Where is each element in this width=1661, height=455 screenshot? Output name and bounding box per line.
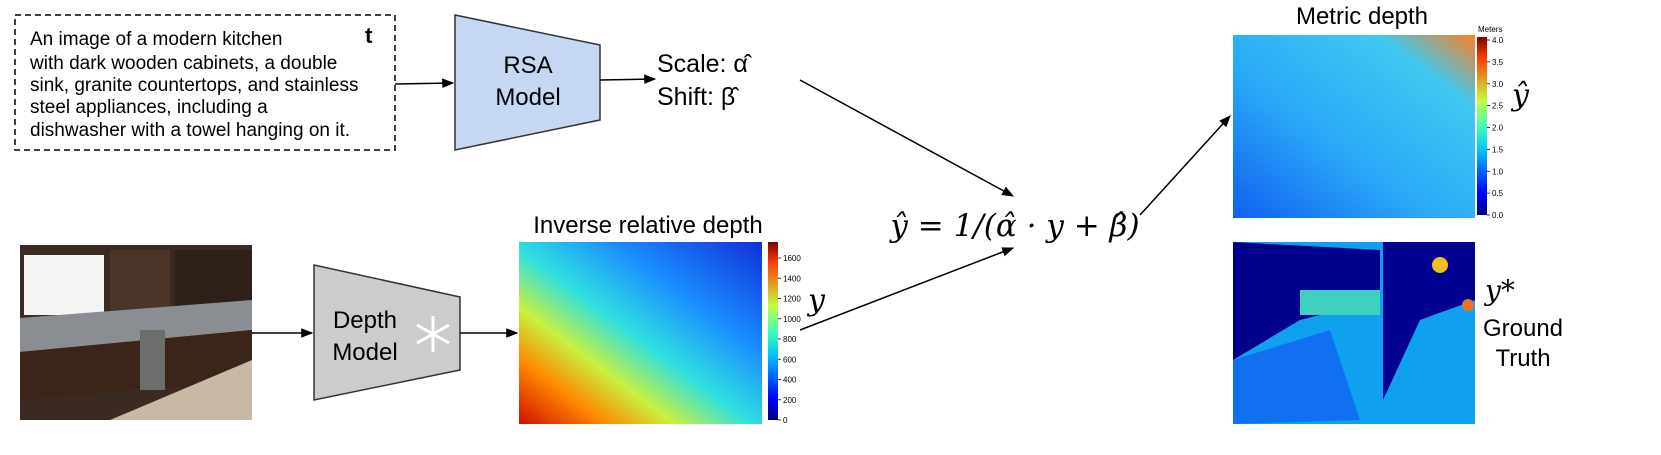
prompt-line: with dark wooden cabinets, a double	[29, 53, 337, 74]
frozen-icon	[416, 316, 450, 352]
gt-label: Truth	[1495, 345, 1550, 372]
prompt-line: An image of a modern kitchen	[30, 29, 282, 50]
colorbar-tick-label: 1000	[783, 315, 801, 324]
arrow	[599, 74, 657, 84]
metric-depth-map	[1233, 35, 1475, 218]
colorbar-tick-label: 200	[783, 396, 797, 405]
rsa-label: Model	[495, 84, 560, 111]
colorbar-tick-label: 1.5	[1492, 145, 1504, 154]
colorbar-tick-label: 1600	[783, 254, 801, 263]
kitchen-image	[20, 245, 252, 420]
colorbar-tick-label: 1400	[783, 274, 801, 283]
colorbar-tick-label: 0.0	[1492, 211, 1504, 220]
colorbar-tick-label: 0	[783, 416, 788, 425]
colorbar	[768, 242, 778, 420]
prompt-box	[14, 14, 396, 151]
rsa-model	[454, 14, 601, 151]
depth-label: Model	[332, 339, 397, 366]
gt-label: Ground	[1483, 315, 1563, 342]
colorbar	[1477, 37, 1487, 215]
arrow	[799, 247, 1015, 331]
colorbar-tick-label: 0.5	[1492, 189, 1504, 198]
relative-depth-map	[519, 242, 762, 424]
metric-symbol: ŷ	[1510, 78, 1530, 113]
colorbar-tick-label: 3.0	[1492, 80, 1504, 89]
prompt-line: sink, granite countertops, and stainless	[30, 75, 358, 96]
colorbar-tick-label: 4.0	[1492, 36, 1504, 45]
colorbar-tick-label: 400	[783, 376, 797, 385]
formula: ŷ = 1/(α̂ · y + β̂)	[888, 208, 1139, 244]
colorbar-tick-label: 2.5	[1492, 102, 1504, 111]
relative-symbol: y	[806, 283, 826, 318]
colorbar-tick-label: 800	[783, 335, 797, 344]
rsa-label: RSA	[503, 52, 552, 79]
ground-truth-map	[1233, 242, 1475, 424]
prompt-line: steel appliances, including a	[30, 97, 268, 118]
prompt-line: dishwasher with a towel hanging on it.	[30, 120, 350, 141]
prompt-symbol: t	[365, 23, 373, 48]
relative-title: Inverse relative depth	[533, 212, 762, 239]
gt-symbol: y*	[1483, 274, 1515, 307]
depth-model	[313, 264, 461, 401]
colorbar-tick-label: 3.5	[1492, 58, 1504, 67]
depth-label: Depth	[333, 307, 397, 334]
arrow	[1139, 115, 1231, 216]
shift-label: Shift: β̂	[657, 83, 740, 111]
colorbar-tick-label: 600	[783, 355, 797, 364]
arrow	[394, 78, 455, 88]
unit-label: Meters	[1478, 25, 1502, 34]
colorbar-tick-label: 1.0	[1492, 167, 1504, 176]
colorbar-tick-label: 2.0	[1492, 124, 1504, 133]
scale-label: Scale: α̂	[657, 50, 753, 78]
metric-title: Metric depth	[1296, 3, 1428, 30]
arrow	[799, 79, 1015, 197]
colorbar-tick-label: 1200	[783, 295, 801, 304]
